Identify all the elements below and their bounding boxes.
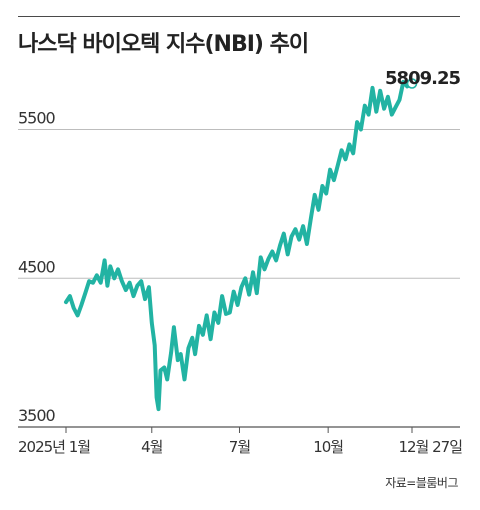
series-line-0 bbox=[64, 79, 414, 412]
last-value-label: 5809.25 bbox=[385, 68, 460, 89]
x-tick-label: 12월 27일 bbox=[398, 438, 462, 456]
x-axis: 2025년 1월 4월 7월 10월 12월 27일 bbox=[18, 427, 463, 456]
source-note: 자료=블룸버그 bbox=[385, 476, 458, 490]
last-value-marker bbox=[406, 78, 418, 89]
y-tick-label: 3500 bbox=[18, 406, 56, 425]
series bbox=[64, 78, 418, 412]
x-tick-label: 4월 bbox=[141, 438, 163, 456]
x-tick-label: 7월 bbox=[229, 438, 251, 456]
x-tick-label: 2025년 1월 bbox=[18, 438, 90, 456]
top-rule bbox=[18, 16, 460, 17]
y-tick-label: 4500 bbox=[18, 257, 56, 276]
y-tick-label: 5500 bbox=[18, 109, 56, 128]
chart-title: 나스닥 바이오텍 지수(NBI) 추이 bbox=[18, 32, 309, 57]
x-tick-label: 10월 bbox=[313, 438, 343, 456]
value-labels: 5809.25 bbox=[385, 68, 461, 89]
y-axis: 3500 4500 5500 bbox=[18, 109, 57, 426]
gridlines bbox=[18, 129, 460, 428]
